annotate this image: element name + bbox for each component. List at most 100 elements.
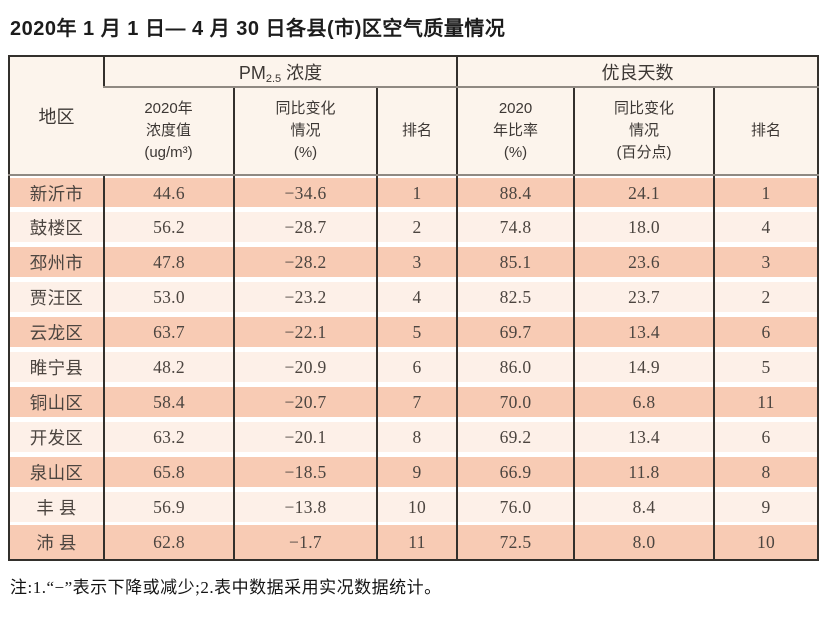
value-cell: 10 xyxy=(376,490,457,525)
air-quality-table: 地区 PM2.5 浓度 优良天数 2020年 浓度值 (ug/m³) 同比变化 … xyxy=(8,55,820,561)
value-cell: 13.4 xyxy=(573,315,714,350)
col-header-region: 地区 xyxy=(9,56,104,176)
value-cell: 11 xyxy=(712,385,819,420)
table-row: 泉山区 65.8 −18.5 9 66.9 11.8 8 xyxy=(9,455,819,490)
value-cell: 56.2 xyxy=(103,210,234,245)
col-header-2020-concentration: 2020年 浓度值 (ug/m³) xyxy=(104,87,234,176)
region-cell: 开发区 xyxy=(9,420,104,455)
value-cell: 14.9 xyxy=(573,350,714,385)
col-header-2020-ratio: 2020 年比率 (%) xyxy=(456,87,574,176)
region-cell: 泉山区 xyxy=(9,455,104,490)
pm25-label-subscript: 2.5 xyxy=(265,72,282,85)
value-cell: 2 xyxy=(712,280,819,315)
region-cell: 铜山区 xyxy=(9,385,104,420)
region-cell: 睢宁县 xyxy=(9,350,104,385)
region-cell: 丰 县 xyxy=(9,490,104,525)
value-cell: 11 xyxy=(376,525,457,560)
col-header-rank-good-days: 排名 xyxy=(712,87,819,176)
value-cell: 8 xyxy=(376,420,457,455)
value-cell: 88.4 xyxy=(456,175,574,210)
table-row: 丰 县 56.9 −13.8 10 76.0 8.4 9 xyxy=(9,490,819,525)
value-cell: −23.2 xyxy=(233,280,377,315)
value-cell: 62.8 xyxy=(103,525,234,560)
value-cell: 6 xyxy=(712,420,819,455)
value-cell: 4 xyxy=(712,210,819,245)
table-row: 新沂市 44.6 −34.6 1 88.4 24.1 1 xyxy=(9,175,819,210)
value-cell: −20.7 xyxy=(233,385,377,420)
value-cell: 8.4 xyxy=(573,490,714,525)
value-cell: 48.2 xyxy=(103,350,234,385)
value-cell: 11.8 xyxy=(573,455,714,490)
pm25-label-prefix: PM xyxy=(238,62,266,83)
col-header-yoy-change-points: 同比变化 情况 (百分点) xyxy=(573,87,714,176)
region-cell: 云龙区 xyxy=(9,315,104,350)
value-cell: −20.9 xyxy=(233,350,377,385)
value-cell: 72.5 xyxy=(456,525,574,560)
value-cell: 6 xyxy=(376,350,457,385)
value-cell: 10 xyxy=(712,525,819,560)
table-row: 云龙区 63.7 −22.1 5 69.7 13.4 6 xyxy=(9,315,819,350)
value-cell: 86.0 xyxy=(456,350,574,385)
col-header-yoy-change-pct: 同比变化 情况 (%) xyxy=(233,87,377,176)
table-row: 鼓楼区 56.2 −28.7 2 74.8 18.0 4 xyxy=(9,210,819,245)
value-cell: −20.1 xyxy=(233,420,377,455)
value-cell: 8.0 xyxy=(573,525,714,560)
region-cell: 鼓楼区 xyxy=(9,210,104,245)
value-cell: 4 xyxy=(376,280,457,315)
value-cell: −13.8 xyxy=(233,490,377,525)
value-cell: 69.7 xyxy=(456,315,574,350)
value-cell: 6.8 xyxy=(573,385,714,420)
region-cell: 邳州市 xyxy=(9,245,104,280)
value-cell: 23.7 xyxy=(573,280,714,315)
value-cell: −18.5 xyxy=(233,455,377,490)
value-cell: 44.6 xyxy=(103,175,234,210)
region-cell: 贾汪区 xyxy=(9,280,104,315)
col-header-rank-pm25: 排名 xyxy=(376,87,457,176)
value-cell: 85.1 xyxy=(456,245,574,280)
value-cell: 2 xyxy=(376,210,457,245)
value-cell: 56.9 xyxy=(103,490,234,525)
value-cell: 5 xyxy=(712,350,819,385)
value-cell: 9 xyxy=(376,455,457,490)
value-cell: 23.6 xyxy=(573,245,714,280)
table-row: 睢宁县 48.2 −20.9 6 86.0 14.9 5 xyxy=(9,350,819,385)
table-header: 地区 PM2.5 浓度 优良天数 2020年 浓度值 (ug/m³) 同比变化 … xyxy=(9,56,819,176)
sub-header-row: 2020年 浓度值 (ug/m³) 同比变化 情况 (%) 排名 2020 年比… xyxy=(9,87,819,176)
footnote: 注:1.“−”表示下降或减少;2.表中数据采用实况数据统计。 xyxy=(10,578,442,597)
value-cell: 1 xyxy=(376,175,457,210)
value-cell: −1.7 xyxy=(233,525,377,560)
value-cell: 66.9 xyxy=(456,455,574,490)
group-header-row: 地区 PM2.5 浓度 优良天数 xyxy=(9,56,819,176)
value-cell: 3 xyxy=(712,245,819,280)
value-cell: 76.0 xyxy=(456,490,574,525)
value-cell: 5 xyxy=(376,315,457,350)
table-row: 邳州市 47.8 −28.2 3 85.1 23.6 3 xyxy=(9,245,819,280)
value-cell: 18.0 xyxy=(573,210,714,245)
value-cell: 7 xyxy=(376,385,457,420)
value-cell: 3 xyxy=(376,245,457,280)
table-row: 沛 县 62.8 −1.7 11 72.5 8.0 10 xyxy=(9,525,819,560)
value-cell: 82.5 xyxy=(456,280,574,315)
value-cell: −22.1 xyxy=(233,315,377,350)
table-row: 开发区 63.2 −20.1 8 69.2 13.4 6 xyxy=(9,420,819,455)
page-title: 2020年 1 月 1 日— 4 月 30 日各县(市)区空气质量情况 xyxy=(10,18,506,40)
region-cell: 新沂市 xyxy=(9,175,104,210)
value-cell: 53.0 xyxy=(103,280,234,315)
value-cell: −28.2 xyxy=(233,245,377,280)
value-cell: 24.1 xyxy=(573,175,714,210)
value-cell: 1 xyxy=(712,175,819,210)
value-cell: 63.7 xyxy=(103,315,234,350)
group-header-good-days: 优良天数 xyxy=(455,56,819,88)
table-row: 铜山区 58.4 −20.7 7 70.0 6.8 11 xyxy=(9,385,819,420)
value-cell: 58.4 xyxy=(103,385,234,420)
value-cell: 63.2 xyxy=(103,420,234,455)
table-body: 新沂市 44.6 −34.6 1 88.4 24.1 1 鼓楼区 56.2 −28.7 2 74.8 1… xyxy=(9,175,819,560)
value-cell: 69.2 xyxy=(456,420,574,455)
value-cell: −34.6 xyxy=(233,175,377,210)
value-cell: 65.8 xyxy=(103,455,234,490)
value-cell: 74.8 xyxy=(456,210,574,245)
value-cell: 47.8 xyxy=(103,245,234,280)
value-cell: 13.4 xyxy=(573,420,714,455)
value-cell: −28.7 xyxy=(233,210,377,245)
